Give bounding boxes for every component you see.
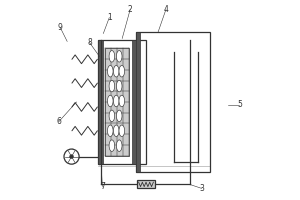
Ellipse shape <box>116 51 122 62</box>
Text: 4: 4 <box>164 5 168 14</box>
Circle shape <box>64 149 79 164</box>
Ellipse shape <box>113 95 119 107</box>
Bar <box>105 48 129 156</box>
Bar <box>137 180 155 188</box>
Ellipse shape <box>113 65 119 77</box>
Ellipse shape <box>119 95 124 107</box>
Bar <box>132 40 136 164</box>
Ellipse shape <box>119 65 124 77</box>
Text: 9: 9 <box>58 23 63 32</box>
Ellipse shape <box>116 80 122 92</box>
Text: 8: 8 <box>87 38 92 47</box>
Bar <box>98 40 103 164</box>
Bar <box>136 32 210 171</box>
Text: 7: 7 <box>100 182 105 191</box>
Ellipse shape <box>109 140 115 151</box>
Ellipse shape <box>113 125 119 137</box>
Text: 6: 6 <box>56 117 61 126</box>
Ellipse shape <box>107 125 113 137</box>
Text: 1: 1 <box>107 13 112 22</box>
Bar <box>136 32 140 171</box>
Text: 3: 3 <box>199 184 204 193</box>
Ellipse shape <box>109 110 115 122</box>
Ellipse shape <box>107 65 113 77</box>
Ellipse shape <box>116 140 122 151</box>
Ellipse shape <box>109 80 115 92</box>
Text: 2: 2 <box>128 5 133 14</box>
Ellipse shape <box>109 51 115 62</box>
Bar <box>98 40 146 164</box>
Circle shape <box>70 155 74 158</box>
Ellipse shape <box>116 110 122 122</box>
Text: 5: 5 <box>237 100 242 109</box>
Ellipse shape <box>107 95 113 107</box>
Ellipse shape <box>119 125 124 137</box>
